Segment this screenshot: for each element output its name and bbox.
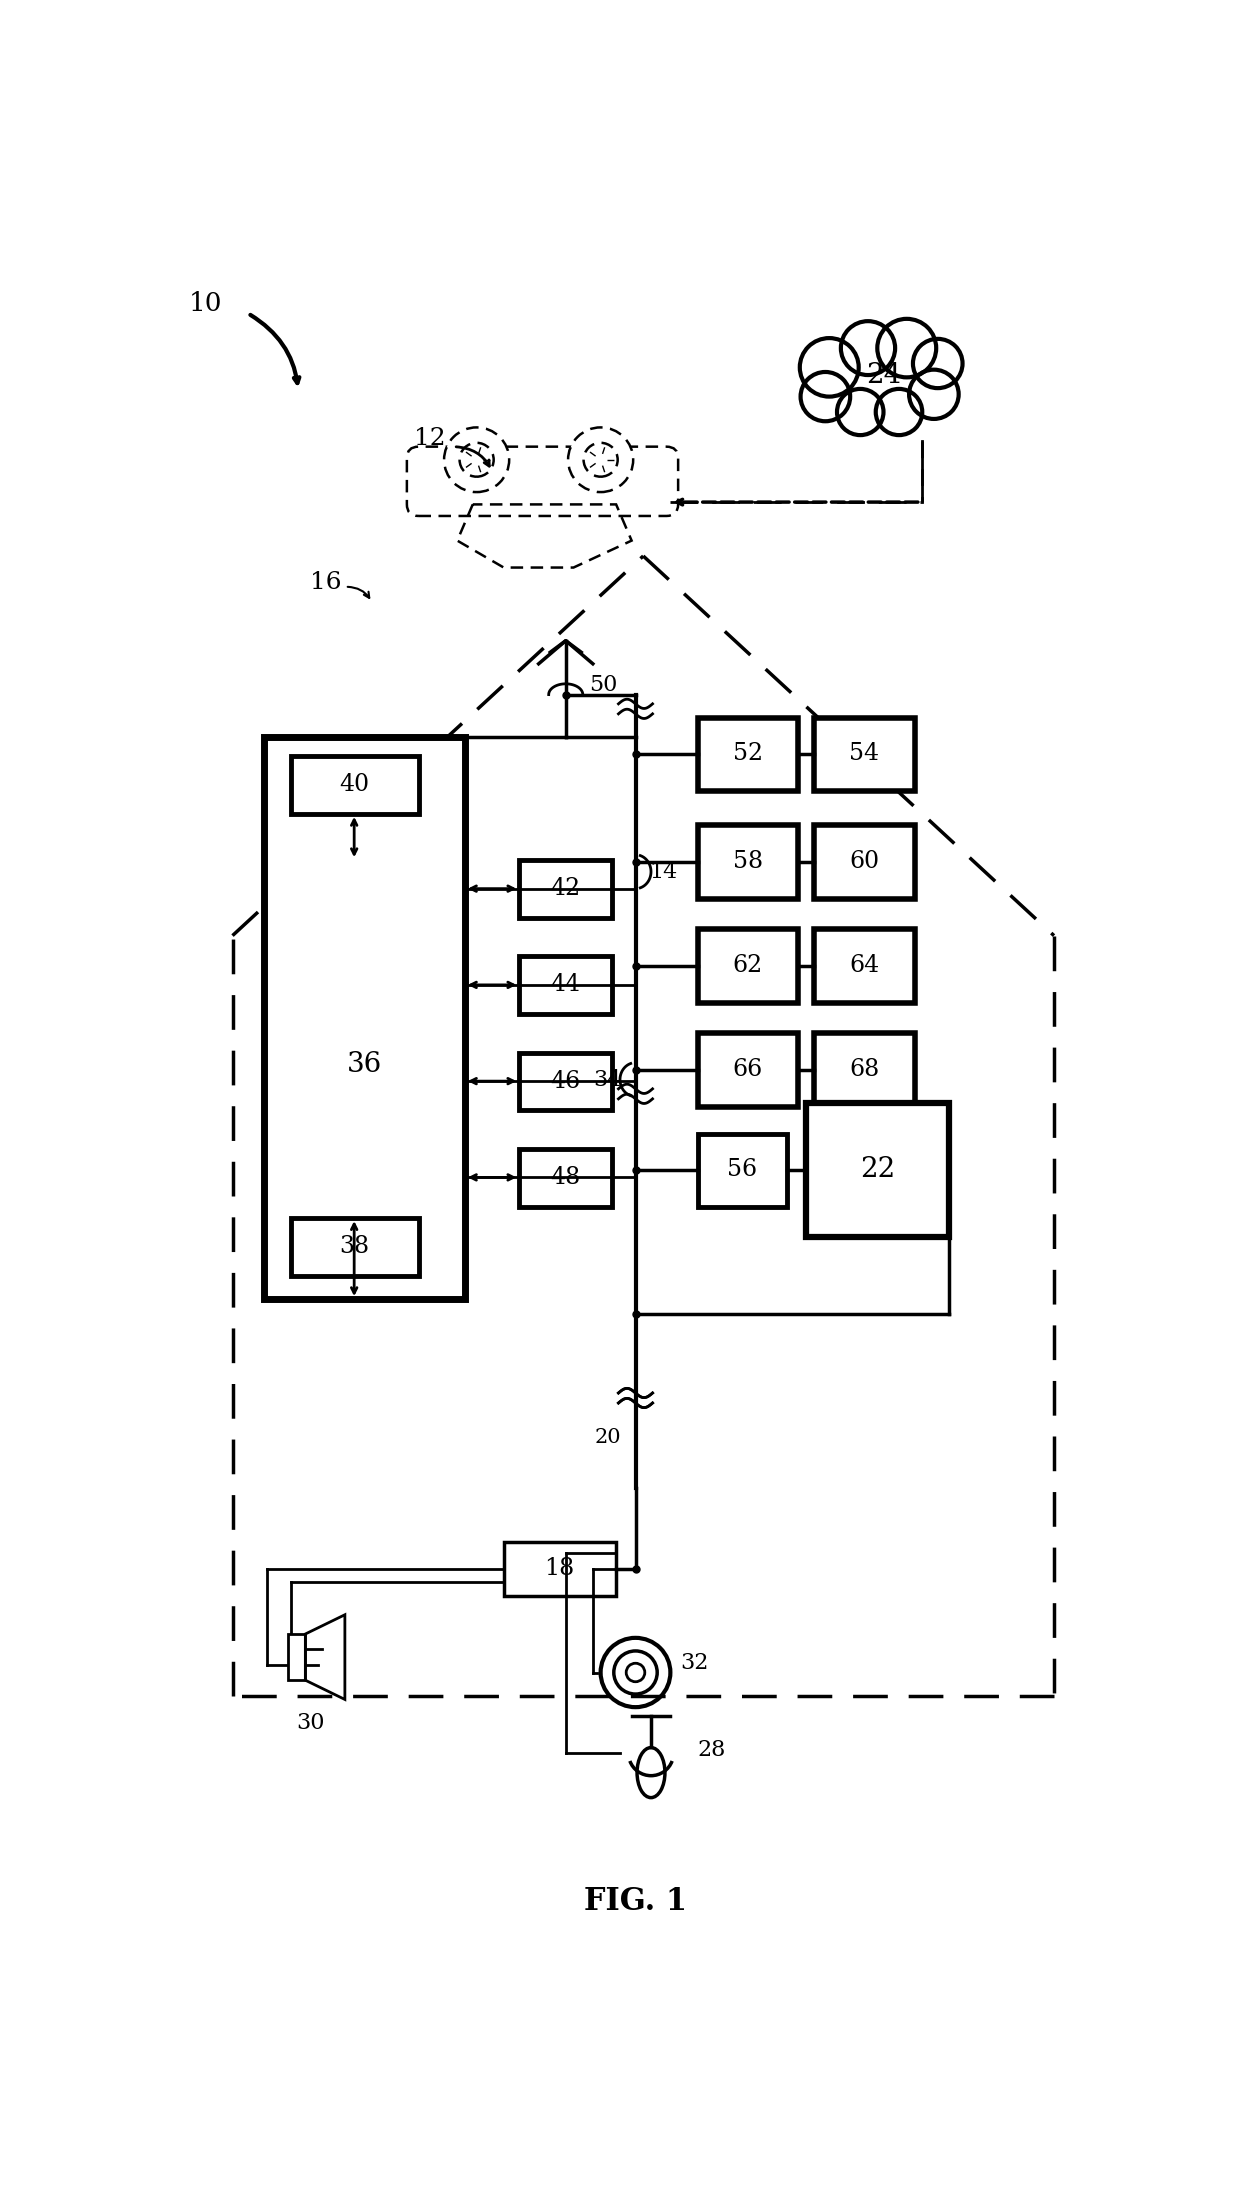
- Text: 24: 24: [866, 362, 901, 389]
- Text: 60: 60: [849, 849, 879, 874]
- Circle shape: [568, 428, 634, 492]
- Bar: [697, 1034, 799, 1106]
- Bar: [697, 825, 799, 898]
- Bar: [813, 718, 915, 790]
- Text: 30: 30: [296, 1712, 324, 1734]
- Bar: [806, 1102, 950, 1238]
- Text: 68: 68: [849, 1058, 879, 1082]
- Text: 66: 66: [733, 1058, 763, 1082]
- Text: 28: 28: [697, 1738, 725, 1760]
- Circle shape: [875, 389, 923, 435]
- Text: 42: 42: [551, 878, 580, 900]
- Bar: [520, 957, 613, 1014]
- Text: 64: 64: [849, 955, 879, 977]
- Circle shape: [800, 338, 858, 397]
- Text: 40: 40: [339, 773, 370, 797]
- Bar: [520, 1148, 613, 1207]
- Text: 36: 36: [347, 1051, 382, 1078]
- Bar: [288, 1633, 305, 1679]
- Circle shape: [444, 428, 510, 492]
- Bar: [263, 738, 465, 1299]
- Bar: [520, 1054, 613, 1111]
- Text: 34: 34: [593, 1069, 621, 1091]
- Text: 14: 14: [650, 860, 678, 882]
- Bar: [697, 718, 799, 790]
- Text: 20: 20: [595, 1429, 621, 1447]
- Bar: [813, 825, 915, 898]
- Bar: [503, 1541, 616, 1596]
- Bar: [520, 860, 613, 918]
- Text: 56: 56: [727, 1159, 756, 1181]
- Text: 46: 46: [551, 1069, 580, 1093]
- Bar: [813, 1034, 915, 1106]
- Text: 38: 38: [339, 1236, 370, 1258]
- Text: 58: 58: [733, 849, 763, 874]
- Circle shape: [837, 389, 883, 435]
- Bar: [697, 1133, 786, 1207]
- Circle shape: [841, 320, 895, 375]
- Circle shape: [878, 318, 936, 378]
- Text: 44: 44: [551, 972, 580, 997]
- Bar: [290, 757, 419, 814]
- Text: 18: 18: [544, 1556, 574, 1580]
- Text: 50: 50: [589, 674, 618, 696]
- Text: 52: 52: [733, 742, 763, 766]
- Circle shape: [801, 371, 851, 421]
- Text: FIG. 1: FIG. 1: [584, 1886, 687, 1918]
- Bar: [697, 928, 799, 1003]
- Text: 32: 32: [681, 1653, 709, 1675]
- Text: 16: 16: [310, 571, 341, 595]
- Text: 62: 62: [733, 955, 763, 977]
- Text: 10: 10: [188, 292, 222, 316]
- Text: 22: 22: [859, 1157, 895, 1183]
- Circle shape: [913, 338, 962, 389]
- Text: 48: 48: [551, 1166, 580, 1190]
- FancyBboxPatch shape: [407, 446, 678, 516]
- Circle shape: [909, 369, 959, 419]
- Text: 12: 12: [414, 428, 446, 450]
- Bar: [813, 928, 915, 1003]
- Text: 54: 54: [849, 742, 879, 766]
- Bar: [290, 1218, 419, 1275]
